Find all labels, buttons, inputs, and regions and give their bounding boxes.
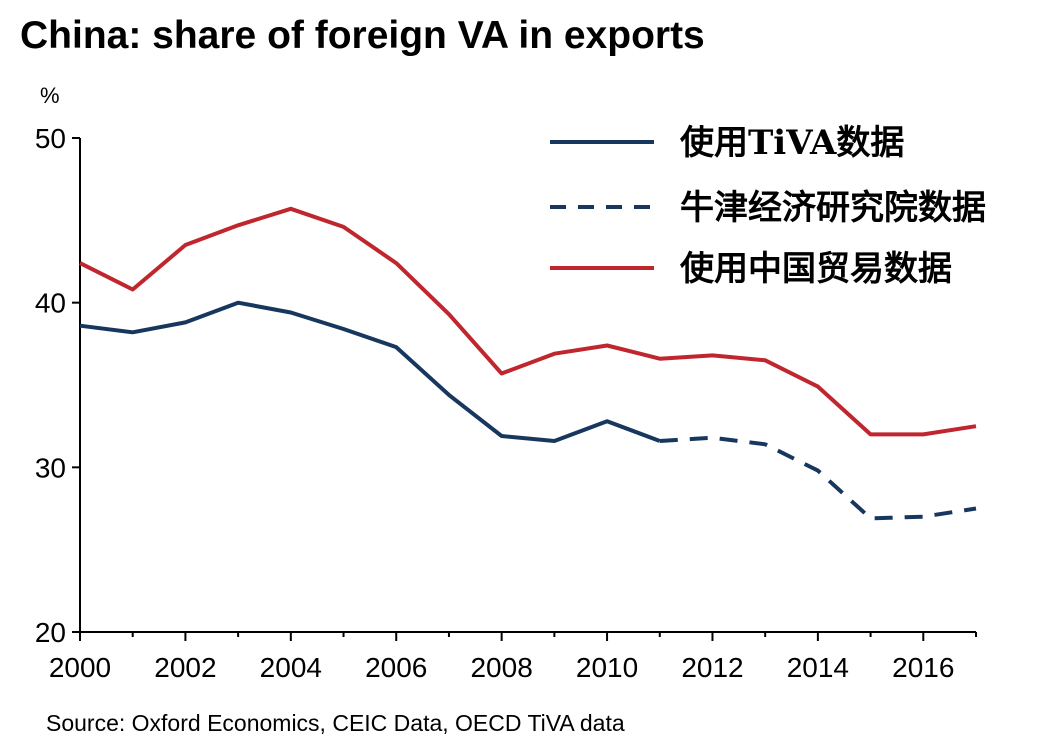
series-lines — [79, 206, 977, 521]
series-line-0 — [79, 300, 661, 443]
y-tick-label: 50 — [35, 123, 66, 154]
x-tick-label: 2004 — [260, 652, 322, 683]
x-axis-ticks: 2000 2002 2004 2006 2008 2010 2012 2014 2016 — [49, 632, 977, 683]
x-tick-label: 2014 — [787, 652, 849, 683]
legend-label-2: 使用中国贸易数据 — [679, 249, 952, 289]
y-tick-label: 40 — [35, 288, 66, 319]
y-axis-unit-label: % — [40, 83, 60, 108]
x-tick-label: 2000 — [49, 652, 111, 683]
y-tick-label: 20 — [35, 617, 66, 648]
x-tick-label: 2010 — [576, 652, 638, 683]
chart-title: China: share of foreign VA in exports — [20, 14, 705, 57]
y-tick-label: 30 — [35, 452, 66, 483]
x-tick-label: 2008 — [470, 652, 532, 683]
x-tick-label: 2006 — [365, 652, 427, 683]
series-line-2 — [79, 206, 977, 437]
legend-label-1: 牛津经济研究院数据 — [680, 188, 986, 228]
x-tick-label: 2016 — [892, 652, 954, 683]
legend-label-0: 使用TiVA数据 — [679, 123, 904, 163]
source-note: Source: Oxford Economics, CEIC Data, OEC… — [46, 710, 625, 736]
x-tick-label: 2012 — [681, 652, 743, 683]
y-axis-ticks: 20 30 40 50 — [35, 123, 80, 648]
series-line-1 — [659, 435, 977, 521]
axes — [79, 138, 976, 633]
x-tick-label: 2002 — [154, 652, 216, 683]
